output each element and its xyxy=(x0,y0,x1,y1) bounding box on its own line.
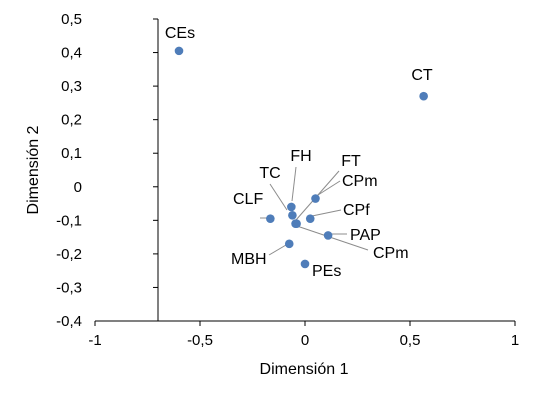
point-label: CPm xyxy=(342,173,378,190)
data-point xyxy=(311,194,320,203)
y-tick-label: -0,3 xyxy=(56,279,82,296)
point-label: MBH xyxy=(231,251,267,268)
point-label: CLF xyxy=(233,191,263,208)
leader-line xyxy=(317,180,341,196)
x-tick-label: 1 xyxy=(511,332,519,349)
y-tick-label: -0,4 xyxy=(56,313,82,330)
data-point xyxy=(266,214,275,223)
leader-line xyxy=(291,166,297,202)
data-point xyxy=(174,46,184,56)
y-tick-label: 0,5 xyxy=(61,11,82,28)
leader-line xyxy=(311,209,342,217)
data-point xyxy=(292,219,301,228)
y-tick-label: -0,2 xyxy=(56,246,82,263)
point-label: CPm xyxy=(373,245,409,262)
chart-axes xyxy=(94,18,516,326)
point-label: CEs xyxy=(165,25,195,42)
y-tick-label: 0,1 xyxy=(61,145,82,162)
y-tick-label: 0,2 xyxy=(61,112,82,129)
leader-line xyxy=(268,244,287,256)
data-point xyxy=(300,259,310,269)
y-axis-title: Dimensión 2 xyxy=(25,125,42,214)
x-tick-label: 0,5 xyxy=(400,332,421,349)
y-tick-label: 0,3 xyxy=(61,78,82,95)
data-point xyxy=(287,202,296,212)
leader-line xyxy=(269,183,288,211)
data-point xyxy=(284,239,294,249)
tick-labels: -1 -0,5 0 0,5 1 0,5 0,4 0,3 0,2 0,1 0 -0,1 -0,2 -0,3 -… xyxy=(56,11,519,349)
x-tick-label: -1 xyxy=(88,332,101,349)
point-label: FH xyxy=(290,148,311,165)
data-point xyxy=(305,214,315,223)
data-point xyxy=(419,91,428,101)
y-tick-label: 0,4 xyxy=(61,45,82,62)
data-point xyxy=(323,231,333,240)
point-label: CT xyxy=(411,67,433,84)
y-tick-label: 0 xyxy=(74,179,82,196)
data-points xyxy=(174,46,428,269)
point-label: PAP xyxy=(350,227,381,244)
point-label: TC xyxy=(259,165,280,182)
point-label: FT xyxy=(341,153,361,170)
x-tick-label: -0,5 xyxy=(187,332,213,349)
y-tick-label: -0,1 xyxy=(56,212,82,229)
x-axis-title: Dimensión 1 xyxy=(260,361,349,378)
x-tick-label: 0 xyxy=(301,332,309,349)
point-label: CPf xyxy=(343,202,370,219)
data-point xyxy=(288,211,297,220)
point-label: PEs xyxy=(312,263,341,280)
